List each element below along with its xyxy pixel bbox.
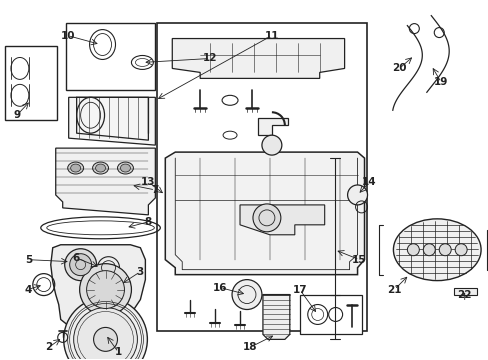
Ellipse shape [67, 162, 83, 174]
Ellipse shape [423, 244, 434, 256]
Text: 21: 21 [386, 284, 401, 294]
Ellipse shape [438, 244, 450, 256]
Text: 2: 2 [45, 342, 52, 352]
Polygon shape [453, 288, 476, 294]
Circle shape [63, 298, 147, 360]
Circle shape [74, 307, 137, 360]
Ellipse shape [407, 244, 419, 256]
Text: 9: 9 [13, 110, 20, 120]
Ellipse shape [393, 219, 480, 280]
Text: 17: 17 [292, 284, 306, 294]
Polygon shape [51, 245, 145, 334]
Circle shape [232, 280, 262, 310]
Text: 11: 11 [264, 31, 279, 41]
Ellipse shape [95, 164, 105, 172]
Ellipse shape [69, 254, 91, 276]
Text: 12: 12 [203, 54, 217, 63]
Text: 22: 22 [456, 289, 470, 300]
Ellipse shape [71, 164, 81, 172]
Circle shape [347, 185, 367, 205]
Polygon shape [172, 39, 344, 78]
Text: 13: 13 [141, 177, 155, 187]
Text: 7: 7 [151, 185, 159, 195]
Polygon shape [56, 148, 155, 215]
Polygon shape [258, 118, 287, 135]
Bar [65, 23, 155, 90]
Circle shape [93, 328, 117, 351]
Text: 6: 6 [72, 253, 79, 263]
Circle shape [252, 204, 280, 232]
Polygon shape [165, 152, 364, 275]
Ellipse shape [92, 162, 108, 174]
Text: 18: 18 [242, 342, 257, 352]
Ellipse shape [120, 164, 130, 172]
Ellipse shape [80, 264, 131, 315]
Text: 5: 5 [25, 255, 32, 265]
Text: 3: 3 [137, 267, 144, 276]
Ellipse shape [117, 162, 133, 174]
Ellipse shape [64, 249, 96, 280]
Polygon shape [263, 294, 289, 339]
Bar [5, 45, 57, 120]
Polygon shape [68, 97, 155, 145]
Text: 16: 16 [212, 283, 227, 293]
Text: 10: 10 [61, 31, 75, 41]
Text: 8: 8 [144, 217, 152, 227]
Text: 14: 14 [362, 177, 376, 187]
Text: 15: 15 [351, 255, 366, 265]
Ellipse shape [454, 244, 466, 256]
Bar [299, 294, 361, 334]
Circle shape [262, 135, 281, 155]
Polygon shape [240, 205, 324, 235]
Text: 4: 4 [24, 284, 31, 294]
Text: 1: 1 [115, 347, 122, 357]
Bar [157, 23, 366, 332]
Ellipse shape [86, 271, 124, 309]
Text: 20: 20 [391, 63, 406, 73]
Text: 19: 19 [433, 77, 447, 87]
